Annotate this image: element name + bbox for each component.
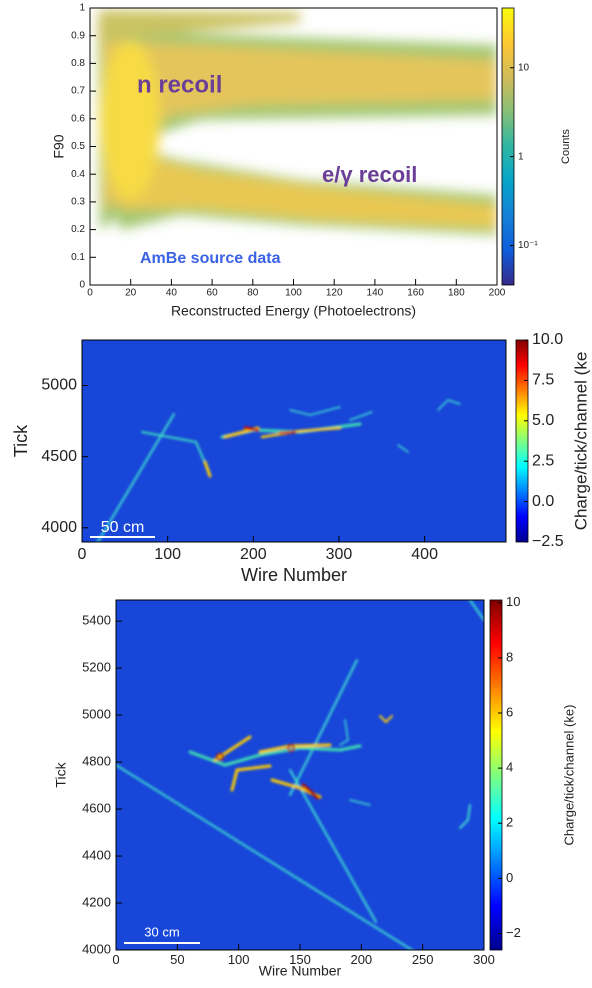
- y-axis-label: F90: [51, 134, 67, 158]
- scale-bar-label: 30 cm: [144, 924, 179, 939]
- annotation: e/γ recoil: [322, 162, 417, 187]
- x-tick-label: 0: [78, 546, 87, 563]
- colorbar-tick-label: 4: [506, 760, 513, 775]
- y-tick-label: 4000: [41, 519, 77, 536]
- y-tick-label: 4500: [41, 448, 77, 465]
- x-tick-label: 400: [411, 546, 438, 563]
- colorbar-tick-label: −2: [506, 925, 521, 940]
- x-tick-label: 160: [407, 288, 424, 299]
- y-tick-label: 5000: [41, 377, 77, 394]
- x-axis-label: Wire Number: [259, 963, 342, 979]
- x-tick-label: 300: [473, 952, 495, 967]
- y-tick-label: 5000: [82, 707, 111, 722]
- x-axis-label: Reconstructed Energy (Photoelectrons): [171, 303, 416, 319]
- x-tick-label: 60: [207, 288, 219, 299]
- x-tick-label: 20: [125, 288, 137, 299]
- x-tick-label: 100: [154, 546, 181, 563]
- x-tick-label: 180: [448, 288, 465, 299]
- colorbar-tick-label: 8: [506, 649, 513, 664]
- scale-bar-label: 50 cm: [101, 519, 145, 536]
- x-tick-label: 120: [326, 288, 343, 299]
- y-axis-label: Tick: [11, 424, 31, 457]
- colorbar-tick-label: 0: [506, 870, 513, 885]
- colorbar-tick-label: 6: [506, 704, 513, 719]
- colorbar-tick-label: 7.5: [532, 372, 554, 389]
- x-tick-label: 0: [87, 288, 93, 299]
- density-image: [90, 8, 497, 285]
- colorbar-tick-label: 1: [518, 151, 524, 162]
- y-tick-label: 4800: [82, 754, 111, 769]
- x-axis-label: Wire Number: [241, 565, 347, 585]
- y-tick-label: 0.2: [71, 224, 85, 235]
- colorbar-label: Charge/tick/channel (ke): [561, 705, 576, 846]
- colorbar-tick-label: 10: [518, 62, 530, 73]
- y-tick-label: 0: [79, 280, 85, 291]
- x-tick-label: 0: [112, 952, 119, 967]
- colorbar: [489, 599, 503, 951]
- x-tick-label: 250: [412, 952, 434, 967]
- colorbar-tick-label: −2.5: [532, 533, 564, 550]
- colorbar-label: Charge/tick/channel (ke: [571, 352, 590, 531]
- y-tick-label: 5400: [82, 613, 111, 628]
- event-image: [82, 340, 506, 542]
- x-tick-label: 80: [247, 288, 259, 299]
- y-tick-label: 0.8: [71, 58, 85, 69]
- x-tick-label: 300: [326, 546, 353, 563]
- colorbar-tick-label: 2: [506, 815, 513, 830]
- y-axis-label: Tick: [53, 761, 69, 787]
- colorbar-tick-label: 2.5: [532, 452, 554, 469]
- colorbar: [515, 339, 529, 543]
- colorbar: [501, 7, 515, 286]
- annotation: AmBe source data: [140, 250, 281, 267]
- colorbar-label: Counts: [560, 129, 572, 164]
- y-tick-label: 0.1: [71, 252, 85, 263]
- x-tick-label: 100: [285, 288, 302, 299]
- x-tick-label: 200: [240, 546, 267, 563]
- y-tick-label: 4200: [82, 894, 111, 909]
- y-tick-label: 0.7: [71, 86, 85, 97]
- colorbar-tick-label: 5.0: [532, 412, 554, 429]
- x-tick-label: 150: [289, 952, 311, 967]
- x-tick-label: 140: [367, 288, 384, 299]
- x-tick-label: 200: [350, 952, 372, 967]
- y-tick-label: 4400: [82, 847, 111, 862]
- plot-frame: [81, 339, 507, 543]
- x-tick-label: 200: [489, 288, 506, 299]
- y-tick-label: 4000: [82, 941, 111, 956]
- x-tick-label: 40: [166, 288, 178, 299]
- colorbar-tick-label: 10⁻¹: [518, 240, 538, 251]
- y-tick-label: 1: [79, 3, 85, 14]
- y-tick-label: 0.3: [71, 197, 85, 208]
- annotation: n recoil: [137, 71, 222, 98]
- y-tick-label: 4600: [82, 800, 111, 815]
- event-image: [116, 600, 484, 950]
- x-tick-label: 50: [170, 952, 184, 967]
- colorbar-tick-label: 0.0: [532, 493, 554, 510]
- y-tick-label: 5200: [82, 660, 111, 675]
- y-tick-label: 0.9: [71, 30, 85, 41]
- x-tick-label: 100: [228, 952, 250, 967]
- colorbar-tick-label: 10: [506, 594, 520, 609]
- colorbar-tick-label: 10.0: [532, 331, 563, 348]
- y-tick-label: 0.6: [71, 113, 85, 124]
- y-tick-label: 0.5: [71, 141, 85, 152]
- y-tick-label: 0.4: [71, 169, 85, 180]
